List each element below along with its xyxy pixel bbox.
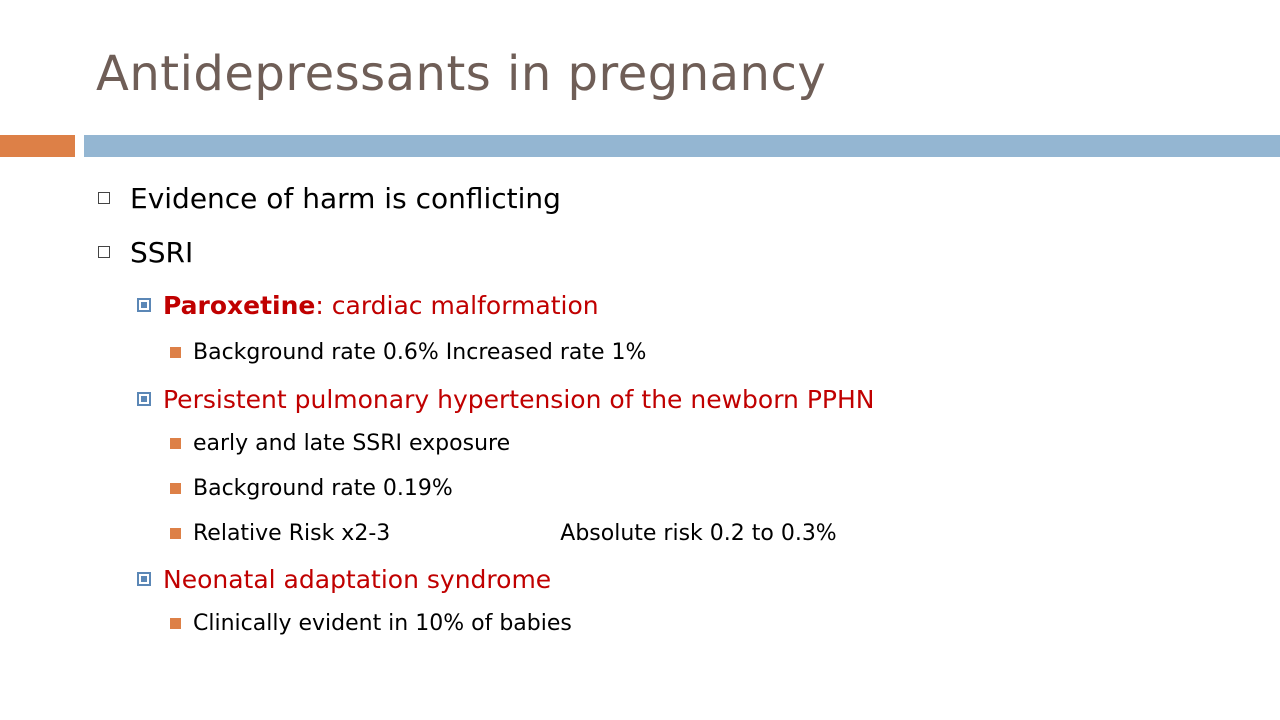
filled-square-bullet-icon (170, 346, 181, 358)
filled-square-bullet-icon (170, 617, 181, 629)
bullet-text: early and late SSRI exposure (193, 430, 511, 456)
square-bullet-icon (137, 298, 151, 312)
bullet-text: Clinically evident in 10% of babies (193, 610, 572, 636)
bullet-pphn-risk: Relative Risk x2-3 Absolute risk 0.2 to … (170, 517, 837, 549)
bullet-text: : cardiac malformation (315, 290, 599, 320)
bullet-paroxetine: Paroxetine: cardiac malformation (137, 287, 599, 323)
bullet-pphn-exposure: early and late SSRI exposure (170, 427, 510, 459)
bullet-neonatal-detail: Clinically evident in 10% of babies (170, 607, 572, 639)
bullet-text: Evidence of harm is conflicting (130, 181, 561, 215)
title-rule-blue (84, 135, 1280, 157)
bullet-neonatal: Neonatal adaptation syndrome (137, 561, 551, 597)
filled-square-bullet-icon (170, 437, 181, 449)
bullet-text-bold: Paroxetine (163, 290, 316, 320)
bullet-text: Persistent pulmonary hypertension of the… (163, 384, 875, 414)
filled-square-bullet-icon (170, 527, 181, 539)
bullet-ssri: SSRI (98, 232, 193, 272)
bullet-text: SSRI (130, 235, 194, 269)
bullet-text: Relative Risk x2-3 (193, 520, 391, 546)
filled-square-bullet-icon (170, 482, 181, 494)
hollow-square-bullet-icon (98, 192, 110, 204)
bullet-evidence: Evidence of harm is conflicting (98, 178, 561, 218)
title-rule-orange (0, 135, 75, 157)
square-bullet-icon (137, 572, 151, 586)
slide-title: Antidepressants in pregnancy (96, 46, 827, 102)
bullet-text: Neonatal adaptation syndrome (163, 564, 552, 594)
bullet-pphn: Persistent pulmonary hypertension of the… (137, 381, 875, 417)
bullet-text-secondary: Absolute risk 0.2 to 0.3% (560, 520, 837, 546)
bullet-text: Background rate 0.19% (193, 475, 453, 501)
square-bullet-icon (137, 392, 151, 406)
bullet-paroxetine-rate: Background rate 0.6% Increased rate 1% (170, 336, 646, 368)
hollow-square-bullet-icon (98, 246, 110, 258)
bullet-text: Background rate 0.6% Increased rate 1% (193, 339, 647, 365)
bullet-pphn-rate: Background rate 0.19% (170, 472, 453, 504)
